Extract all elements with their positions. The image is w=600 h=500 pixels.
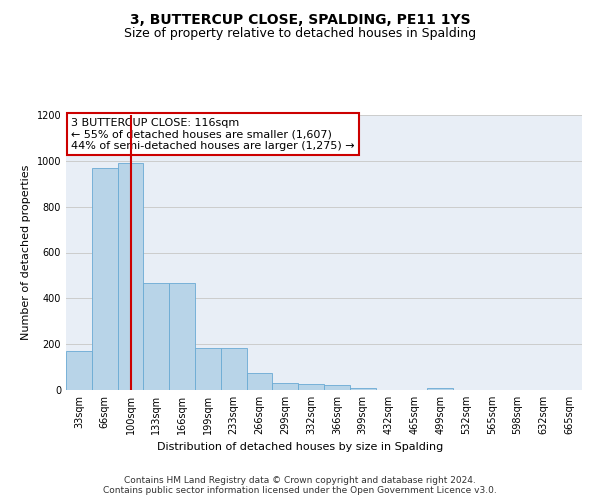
Bar: [169, 284, 195, 390]
Bar: [298, 384, 324, 390]
Bar: [92, 168, 118, 390]
Bar: [221, 348, 247, 390]
Bar: [195, 348, 221, 390]
Text: 3, BUTTERCUP CLOSE, SPALDING, PE11 1YS: 3, BUTTERCUP CLOSE, SPALDING, PE11 1YS: [130, 12, 470, 26]
Bar: [143, 284, 169, 390]
Bar: [118, 163, 143, 390]
Bar: [247, 373, 272, 390]
Text: Distribution of detached houses by size in Spalding: Distribution of detached houses by size …: [157, 442, 443, 452]
Text: Size of property relative to detached houses in Spalding: Size of property relative to detached ho…: [124, 28, 476, 40]
Bar: [350, 388, 376, 390]
Text: Contains HM Land Registry data © Crown copyright and database right 2024.
Contai: Contains HM Land Registry data © Crown c…: [103, 476, 497, 495]
Bar: [324, 386, 350, 390]
Bar: [66, 351, 92, 390]
Y-axis label: Number of detached properties: Number of detached properties: [21, 165, 31, 340]
Bar: [272, 383, 298, 390]
Text: 3 BUTTERCUP CLOSE: 116sqm
← 55% of detached houses are smaller (1,607)
44% of se: 3 BUTTERCUP CLOSE: 116sqm ← 55% of detac…: [71, 118, 355, 151]
Bar: [427, 388, 453, 390]
